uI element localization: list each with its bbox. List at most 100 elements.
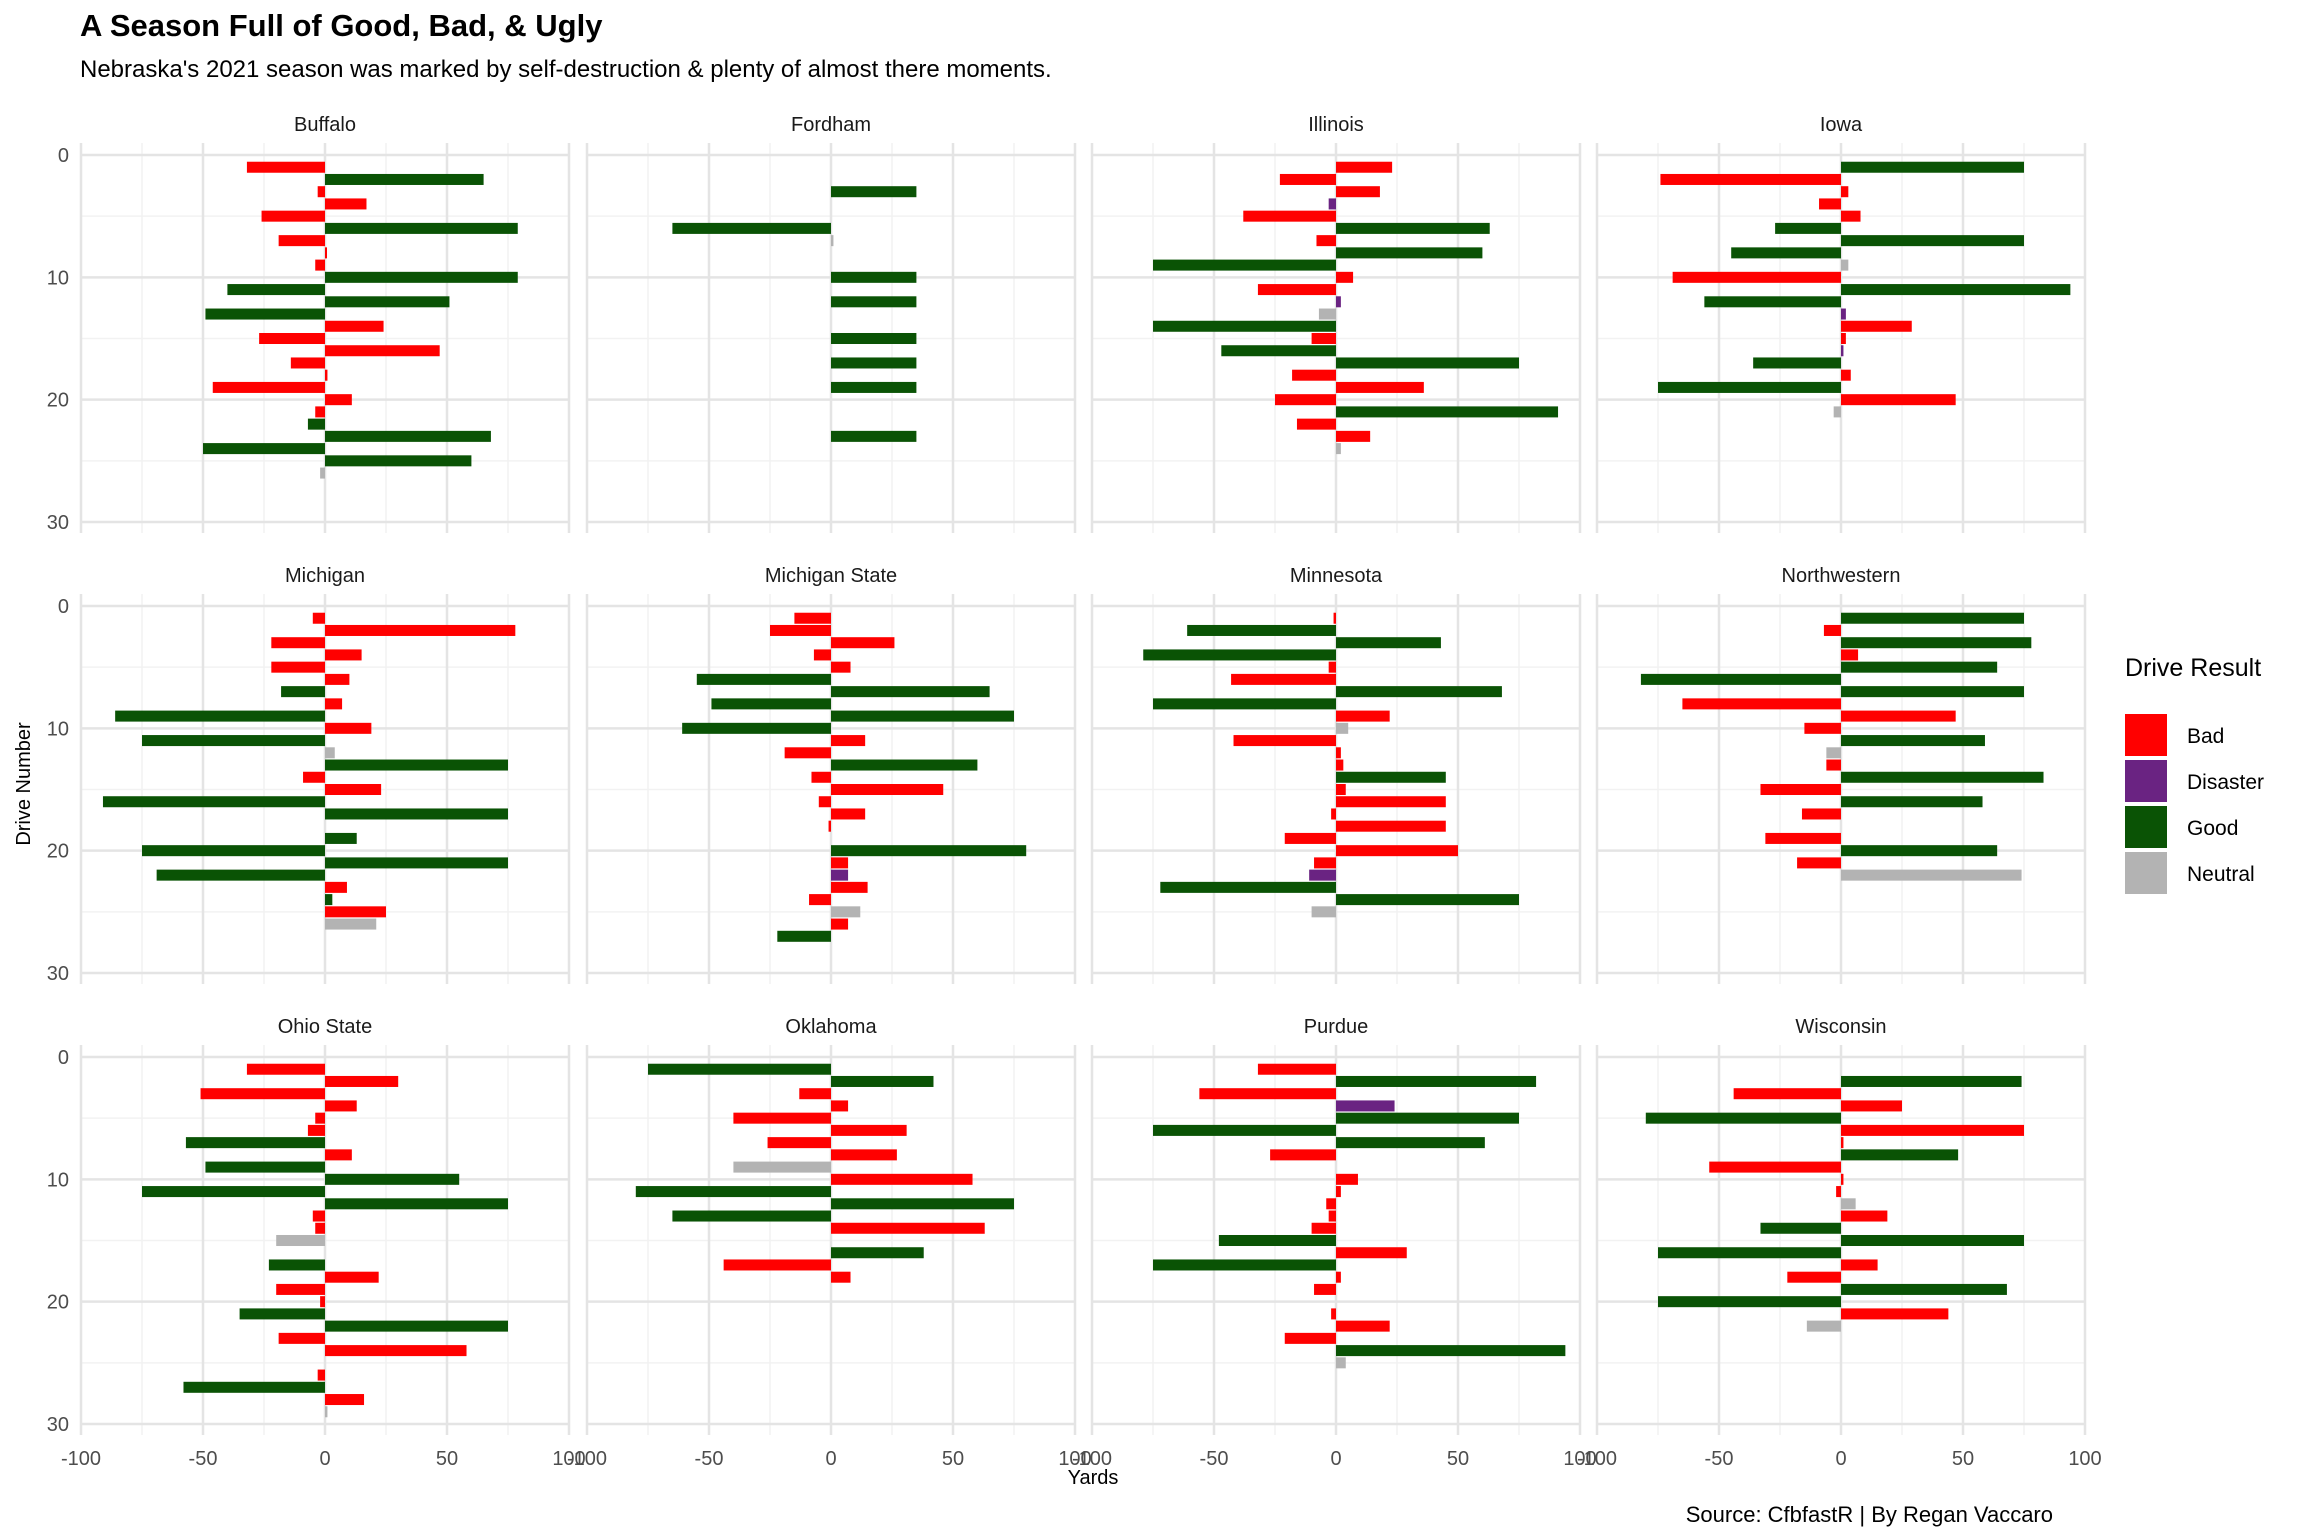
bar-michigan-state-drive-22 (831, 869, 849, 881)
bar-buffalo-drive-14 (325, 320, 384, 332)
x-tick-label: -100 (61, 1448, 101, 1470)
x-tick-label: -50 (189, 1448, 218, 1470)
facet-title-northwestern: Northwestern (1782, 565, 1901, 587)
bar-michigan-drive-13 (325, 759, 508, 771)
bar-minnesota-drive-23 (1160, 881, 1336, 893)
bar-fordham-drive-15 (831, 332, 917, 345)
bar-illinois-drive-1 (1336, 161, 1393, 173)
bar-iowa-drive-6 (1775, 222, 1841, 234)
bar-fordham-drive-3 (831, 186, 917, 198)
x-axis-title: Yards (1068, 1467, 1119, 1489)
bar-northwestern-drive-4 (1841, 649, 1859, 661)
bar-ohio-state-drive-15 (276, 1234, 325, 1247)
bar-oklahoma-drive-17 (723, 1259, 831, 1271)
bar-michigan-drive-3 (271, 637, 325, 649)
bar-fordham-drive-23 (831, 430, 917, 442)
legend-key-disaster (2125, 760, 2167, 802)
facet-title-michigan-state: Michigan State (765, 565, 897, 587)
bar-iowa-drive-21 (1833, 406, 1841, 418)
bar-wisconsin-drive-8 (1841, 1149, 1959, 1161)
bar-illinois-drive-17 (1336, 357, 1519, 369)
bar-northwestern-drive-21 (1797, 857, 1841, 869)
bar-purdue-drive-4 (1336, 1100, 1395, 1112)
bar-ohio-state-drive-5 (315, 1112, 325, 1124)
facet-title-ohio-state: Ohio State (278, 1016, 373, 1038)
bar-michigan-state-drive-18 (828, 820, 831, 832)
bar-buffalo-drive-11 (227, 284, 325, 296)
bar-purdue-drive-17 (1153, 1259, 1336, 1271)
x-tick-label: 50 (1447, 1448, 1469, 1470)
bar-northwestern-drive-7 (1841, 686, 2024, 698)
bar-buffalo-drive-6 (325, 222, 518, 234)
bar-iowa-drive-7 (1841, 235, 2024, 247)
bar-wisconsin-drive-3 (1733, 1088, 1841, 1100)
bar-ohio-state-drive-3 (200, 1088, 325, 1100)
bar-purdue-drive-7 (1336, 1137, 1485, 1149)
bar-ohio-state-drive-24 (325, 1345, 467, 1357)
bar-wisconsin-drive-14 (1760, 1222, 1841, 1234)
bar-michigan-state-drive-8 (711, 698, 831, 710)
bar-ohio-state-drive-7 (185, 1137, 325, 1149)
bar-oklahoma-drive-11 (635, 1186, 831, 1198)
bar-oklahoma-drive-9 (733, 1161, 831, 1173)
bar-minnesota-drive-3 (1336, 637, 1441, 649)
bar-michigan-drive-21 (325, 857, 508, 869)
bar-purdue-drive-21 (1331, 1308, 1336, 1320)
bar-ohio-state-drive-19 (276, 1283, 325, 1295)
bar-michigan-drive-22 (156, 869, 325, 881)
bar-ohio-state-drive-27 (183, 1381, 325, 1393)
x-tick-label: -100 (1577, 1448, 1617, 1470)
bar-oklahoma-drive-7 (767, 1137, 831, 1149)
bar-michigan-drive-19 (325, 832, 357, 844)
bar-northwestern-drive-22 (1841, 869, 2022, 881)
bar-minnesota-drive-2 (1187, 624, 1336, 636)
bar-buffalo-drive-24 (203, 443, 325, 455)
bar-buffalo-drive-16 (325, 345, 440, 357)
bar-ohio-state-drive-2 (325, 1075, 399, 1087)
bar-wisconsin-drive-22 (1806, 1320, 1841, 1332)
bar-michigan-drive-11 (142, 735, 325, 747)
bar-oklahoma-drive-1 (648, 1063, 831, 1075)
bar-minnesota-drive-7 (1336, 686, 1502, 698)
bar-purdue-drive-23 (1284, 1332, 1336, 1344)
bar-buffalo-drive-21 (315, 406, 325, 418)
bar-minnesota-drive-21 (1314, 857, 1336, 869)
bar-michigan-drive-10 (325, 722, 372, 734)
bar-purdue-drive-15 (1218, 1234, 1336, 1247)
bar-michigan-drive-25 (325, 906, 386, 918)
bar-illinois-drive-23 (1336, 430, 1371, 442)
bar-buffalo-drive-15 (259, 332, 325, 345)
bar-ohio-state-drive-11 (142, 1186, 325, 1198)
facet-title-iowa: Iowa (1820, 114, 1863, 136)
bar-michigan-drive-26 (325, 918, 377, 930)
bar-minnesota-drive-18 (1336, 820, 1446, 832)
bar-buffalo-drive-23 (325, 430, 491, 442)
bar-oklahoma-drive-4 (831, 1100, 849, 1112)
x-tick-label: -50 (695, 1448, 724, 1470)
bar-buffalo-drive-4 (325, 198, 367, 210)
bar-illinois-drive-10 (1336, 271, 1354, 283)
bar-illinois-drive-11 (1257, 284, 1336, 296)
bar-minnesota-drive-17 (1331, 808, 1336, 820)
y-tick-label: 30 (47, 1414, 69, 1436)
chart-caption: Source: CfbfastR | By Regan Vaccaro (1685, 1502, 2053, 1527)
bar-ohio-state-drive-29 (325, 1406, 328, 1418)
bar-minnesota-drive-5 (1328, 661, 1336, 673)
bar-minnesota-drive-4 (1143, 649, 1336, 661)
bar-illinois-drive-5 (1243, 210, 1336, 222)
x-tick-label: -50 (1200, 1448, 1229, 1470)
y-tick-label: 30 (47, 963, 69, 985)
bar-purdue-drive-16 (1336, 1247, 1407, 1259)
bar-michigan-state-drive-3 (831, 637, 895, 649)
bar-illinois-drive-19 (1336, 381, 1424, 393)
bar-michigan-drive-5 (271, 661, 325, 673)
bar-michigan-drive-2 (325, 624, 516, 636)
bar-purdue-drive-5 (1336, 1112, 1519, 1124)
bar-northwestern-drive-1 (1841, 612, 2024, 624)
bar-wisconsin-drive-6 (1841, 1124, 2024, 1136)
bar-michigan-state-drive-21 (831, 857, 849, 869)
bar-fordham-drive-10 (831, 271, 917, 283)
bar-wisconsin-drive-16 (1658, 1247, 1841, 1259)
bar-buffalo-drive-10 (325, 271, 518, 283)
bar-iowa-drive-14 (1841, 320, 1912, 332)
